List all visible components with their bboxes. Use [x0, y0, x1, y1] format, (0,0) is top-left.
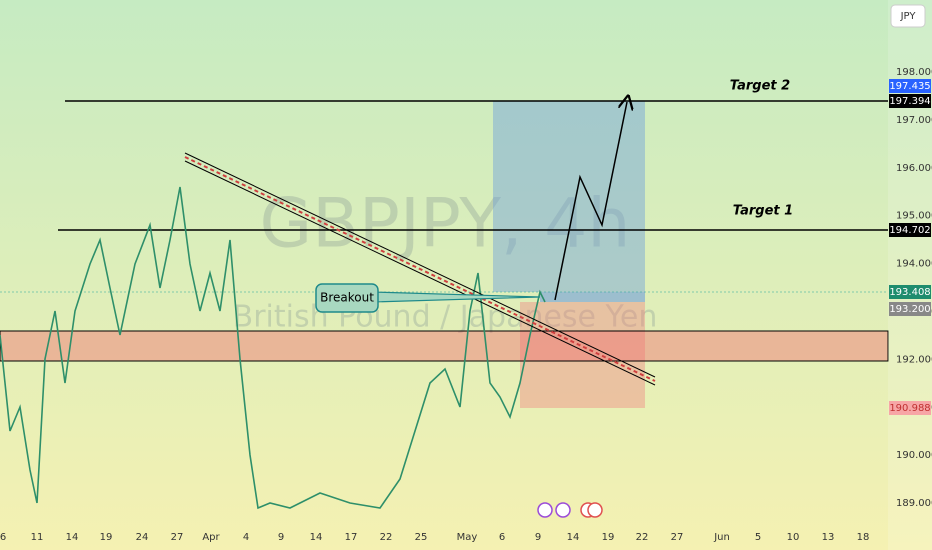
breakout-label: Breakout	[320, 291, 374, 305]
date-tick-label: 18	[857, 532, 870, 543]
price-tick-label: 197.000	[896, 115, 932, 126]
event-icon[interactable]	[555, 502, 571, 518]
currency-button[interactable]	[890, 4, 926, 28]
price-tick-label: 194.000	[896, 259, 932, 270]
support-zone	[0, 330, 889, 362]
price-label: 193.408	[889, 287, 930, 298]
projection-arrow	[554, 102, 627, 301]
price-label: 197.435	[889, 81, 930, 92]
price-label-box	[889, 302, 931, 316]
price-label-box	[889, 401, 931, 415]
date-tick-label: 24	[136, 532, 149, 543]
watermark-title: GBPJPY, 4h	[259, 185, 630, 264]
price-tick-label: 196.000	[896, 163, 932, 174]
price-label: 197.394	[889, 96, 930, 107]
date-tick-label: Jun	[713, 532, 730, 543]
date-tick-label: 25	[415, 532, 428, 543]
date-tick-label: May	[457, 532, 478, 543]
watermark-subtitle: British Pound / Japanese Yen	[233, 300, 658, 335]
entry-zone	[540, 292, 645, 302]
date-tick-label: 19	[100, 532, 113, 543]
stop-zone	[520, 302, 645, 408]
breakout-callout	[315, 283, 379, 313]
date-tick-label: 19	[602, 532, 615, 543]
date-tick-label: 6	[0, 532, 6, 543]
target-1-label: Target 1	[733, 204, 793, 219]
price-label: 190.988	[889, 403, 930, 414]
date-tick-label: 14	[567, 532, 580, 543]
trendline-upper	[184, 152, 656, 378]
price-label-box	[889, 285, 931, 299]
price-label-box	[889, 79, 931, 93]
date-tick-label: Apr	[202, 532, 220, 543]
price-label: 194.702	[889, 225, 930, 236]
date-tick-label: 14	[66, 532, 79, 543]
event-icon[interactable]	[537, 502, 553, 518]
date-tick-label: 6	[499, 532, 505, 543]
date-tick-label: 13	[822, 532, 835, 543]
target-zone	[493, 101, 645, 292]
price-label-box	[889, 223, 931, 237]
price-label: 193.200	[889, 304, 930, 315]
date-tick-label: 11	[31, 532, 44, 543]
date-tick-label: 9	[278, 532, 284, 543]
date-tick-label: 22	[380, 532, 393, 543]
trendline-lower	[184, 160, 656, 386]
price-tick-label: 189.000	[896, 498, 932, 509]
date-tick-label: 9	[535, 532, 541, 543]
price-tick-label: 195.000	[896, 211, 932, 222]
trendline-center	[184, 156, 656, 382]
price-tick-label: 198.000	[896, 67, 932, 78]
date-tick-label: 22	[636, 532, 649, 543]
target-2-label: Target 2	[730, 79, 790, 94]
date-tick-label: 17	[345, 532, 358, 543]
date-tick-label: 5	[755, 532, 761, 543]
date-tick-label: 10	[787, 532, 800, 543]
price-path	[0, 186, 546, 510]
date-tick-label: 27	[171, 532, 184, 543]
price-label-box	[889, 94, 931, 108]
price-tick-label: 192.000	[896, 354, 932, 365]
date-tick-label: 27	[671, 532, 684, 543]
date-tick-label: 4	[243, 532, 249, 543]
currency-button-label[interactable]: JPY	[900, 11, 917, 22]
event-icon[interactable]	[587, 502, 603, 518]
date-tick-label: 14	[310, 532, 323, 543]
price-tick-label: 190.000	[896, 450, 932, 461]
